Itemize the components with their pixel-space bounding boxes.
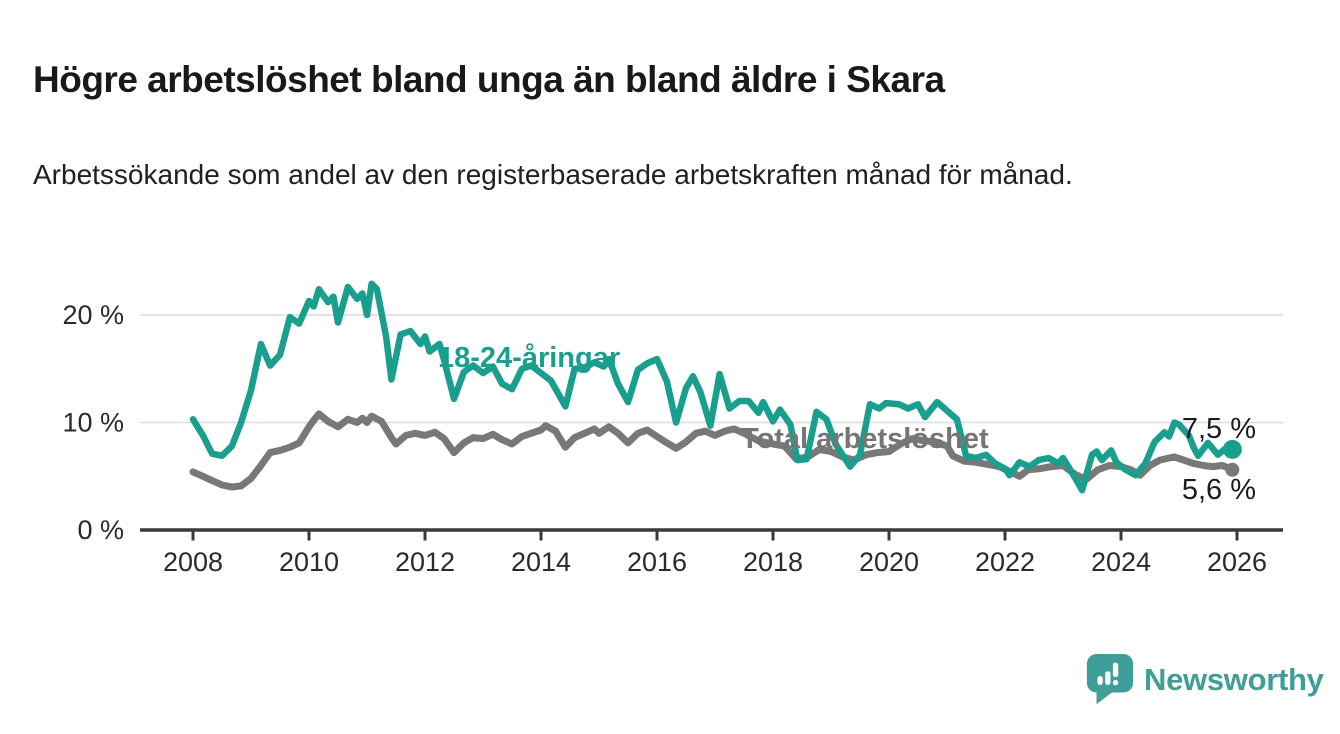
end-value-total: 5,6 % [1181,474,1256,506]
end-value-youth: 7,5 % [1181,413,1256,445]
page-title: Högre arbetslöshet bland unga än bland ä… [33,58,945,100]
y-axis-label: 10 % [62,408,124,438]
x-axis-label: 2012 [395,547,455,577]
series-line-total [189,410,1236,491]
x-axis-label: 2026 [1207,547,1267,577]
series-end-dot-total [1225,462,1240,477]
newsworthy-logo-icon [1086,654,1134,705]
x-axis-label: 2014 [511,547,571,577]
series-line-youth [189,280,1236,494]
x-axis-label: 2024 [1091,547,1151,577]
chart-subtitle: Arbetssökande som andel av den registerb… [33,159,1073,190]
x-axis-label: 2022 [975,547,1035,577]
series-label-youth: 18-24-åringar [438,342,621,374]
y-axis-label: 0 % [77,515,124,545]
x-axis-label: 2010 [279,547,339,577]
newsworthy-branding: Newsworthy [1086,654,1324,705]
x-axis-label: 2020 [859,547,919,577]
x-axis-label: 2008 [163,547,223,577]
x-axis-label: 2018 [743,547,803,577]
series-label-total: Total arbetslöshet [741,423,989,455]
y-axis-label: 20 % [62,300,124,330]
x-axis-label: 2016 [627,547,687,577]
newsworthy-wordmark: Newsworthy [1144,662,1324,697]
series-end-dot-youth [1222,439,1242,459]
